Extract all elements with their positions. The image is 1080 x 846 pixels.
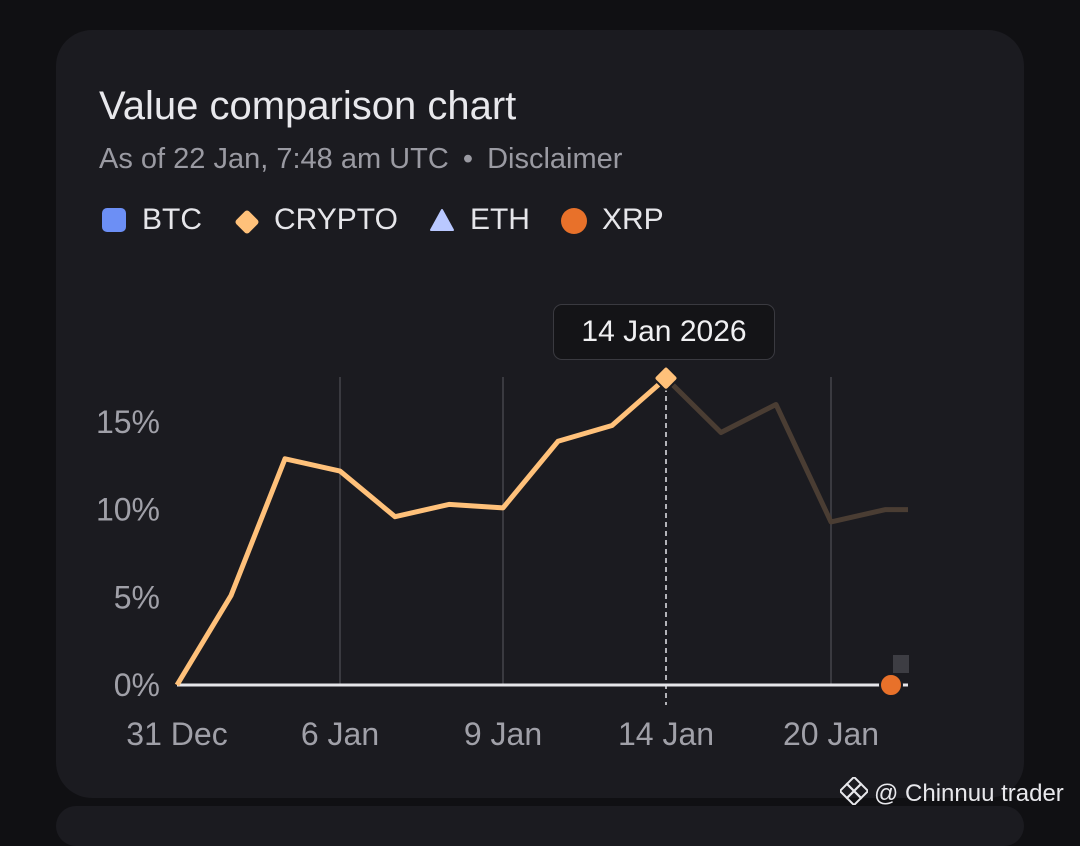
chart-legend: BTC CRYPTO ETH XRP bbox=[102, 200, 694, 240]
watermark: @ Chinnuu trader bbox=[838, 775, 1064, 812]
y-tick-label: 0% bbox=[114, 667, 160, 703]
x-tick-label: 20 Jan bbox=[783, 716, 879, 752]
legend-label: BTC bbox=[142, 203, 202, 236]
legend-item-xrp[interactable]: XRP bbox=[560, 203, 664, 237]
crypto-series-line[interactable] bbox=[174, 376, 668, 687]
legend-label: CRYPTO bbox=[274, 203, 398, 236]
line-chart[interactable]: 0% 5% 10% 15% 31 Dec 6 Jan 9 Jan 14 Jan 20 Jan bbox=[0, 0, 1080, 820]
crypto-highlight-point[interactable] bbox=[653, 365, 679, 391]
as-of-timestamp: As of 22 Jan, 7:48 am UTC bbox=[99, 143, 449, 175]
xrp-point[interactable] bbox=[879, 673, 903, 697]
disclaimer-link[interactable]: Disclaimer bbox=[487, 143, 623, 175]
y-tick-label: 5% bbox=[114, 579, 160, 615]
legend-label: ETH bbox=[469, 203, 530, 236]
chart-subtitle: As of 22 Jan, 7:48 am UTC • Disclaimer bbox=[99, 143, 622, 176]
overlapping-markers bbox=[893, 655, 909, 673]
legend-label: XRP bbox=[601, 203, 664, 236]
x-tick-label: 31 Dec bbox=[126, 716, 227, 752]
crypto-series-line-faded bbox=[664, 376, 908, 525]
x-tick-label: 6 Jan bbox=[301, 716, 379, 752]
legend-item-eth[interactable]: ETH bbox=[428, 203, 530, 237]
binance-logo-icon bbox=[838, 775, 870, 812]
chart-card bbox=[56, 30, 1024, 798]
x-tick-label: 14 Jan bbox=[618, 716, 714, 752]
x-tick-label: 9 Jan bbox=[464, 716, 542, 752]
triangle-icon bbox=[428, 207, 454, 233]
diamond-icon bbox=[232, 207, 259, 234]
circle-icon bbox=[560, 207, 587, 234]
subtitle-separator: • bbox=[462, 143, 473, 175]
date-tooltip: 14 Jan 2026 bbox=[553, 304, 775, 360]
legend-item-crypto[interactable]: CRYPTO bbox=[232, 203, 398, 237]
square-icon bbox=[102, 208, 126, 232]
watermark-text: @ Chinnuu trader bbox=[874, 780, 1064, 807]
chart-title: Value comparison chart bbox=[99, 84, 517, 128]
y-tick-label: 10% bbox=[96, 492, 160, 528]
y-tick-label: 15% bbox=[96, 404, 160, 440]
legend-item-btc[interactable]: BTC bbox=[102, 203, 202, 237]
